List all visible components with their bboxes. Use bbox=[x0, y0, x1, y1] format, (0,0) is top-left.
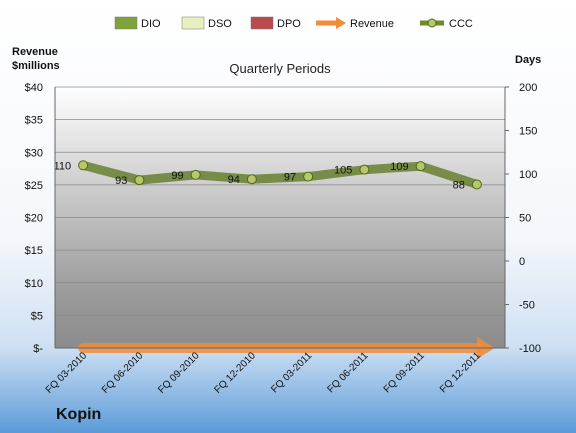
ccc-data-label: 93 bbox=[115, 175, 127, 187]
ccc-point bbox=[78, 160, 89, 171]
ccc-data-label: 105 bbox=[334, 165, 352, 177]
ccc-series: 110 93 99 94 97 105 109 88 bbox=[54, 160, 482, 191]
right-axis-title: Days bbox=[515, 54, 541, 66]
left-tick-label: $35 bbox=[25, 115, 43, 127]
legend-ccc-marker bbox=[427, 18, 437, 28]
right-tick-label: 0 bbox=[519, 256, 525, 268]
ccc-data-label: 99 bbox=[171, 170, 183, 182]
chart-title: Quarterly Periods bbox=[229, 61, 331, 76]
left-axis-title-line2: $millions bbox=[12, 60, 60, 72]
ccc-data-label: 109 bbox=[390, 161, 408, 173]
right-tick-label: 100 bbox=[519, 169, 537, 181]
left-tick-label: $10 bbox=[25, 278, 43, 290]
company-name: Kopin bbox=[56, 406, 101, 423]
legend-item-revenue: Revenue bbox=[316, 17, 394, 30]
ccc-data-label: 94 bbox=[228, 174, 240, 186]
legend-item-dio: DIO bbox=[114, 16, 161, 30]
ccc-point bbox=[134, 175, 145, 186]
legend-label: Revenue bbox=[350, 18, 394, 30]
legend-label: DIO bbox=[141, 18, 161, 30]
ccc-point bbox=[246, 174, 257, 185]
legend-label: CCC bbox=[449, 18, 473, 30]
legend-revenue-arrow bbox=[336, 17, 346, 29]
legend-item-dso: DSO bbox=[181, 16, 232, 30]
left-tick-label: $15 bbox=[25, 245, 43, 257]
legend-item-dpo: DPO bbox=[250, 16, 301, 30]
ccc-data-label: 97 bbox=[284, 172, 296, 184]
left-tick-label: $5 bbox=[31, 310, 43, 322]
left-tick-label: $- bbox=[33, 343, 43, 355]
gridlines bbox=[55, 86, 505, 316]
left-tick-label: $40 bbox=[25, 82, 43, 94]
left-tick-label: $20 bbox=[25, 213, 43, 225]
ccc-data-label: 88 bbox=[453, 179, 465, 191]
legend-label: DPO bbox=[277, 18, 301, 30]
ccc-point bbox=[415, 161, 426, 172]
left-axis-title-line1: Revenue bbox=[12, 46, 58, 58]
right-tick-label: 50 bbox=[519, 213, 531, 225]
left-axis: $- $5 $10 $15 $20 $25 $30 $35 $40 bbox=[25, 82, 56, 355]
legend: DIO DSO DPO Revenue CCC bbox=[114, 16, 473, 30]
ccc-point bbox=[359, 164, 370, 175]
legend-swatch bbox=[250, 16, 274, 30]
right-tick-label: -100 bbox=[519, 343, 541, 355]
ccc-point bbox=[190, 169, 201, 180]
ccc-line bbox=[78, 160, 482, 189]
ccc-point bbox=[303, 171, 314, 182]
right-tick-label: -50 bbox=[519, 300, 535, 312]
legend-swatch bbox=[181, 16, 205, 30]
legend-label: DSO bbox=[208, 18, 232, 30]
legend-item-ccc: CCC bbox=[420, 18, 473, 30]
ccc-point bbox=[471, 179, 482, 190]
left-tick-label: $30 bbox=[25, 147, 43, 159]
right-tick-label: 200 bbox=[519, 82, 537, 94]
left-tick-label: $25 bbox=[25, 180, 43, 192]
legend-swatch bbox=[114, 16, 138, 30]
right-axis: -100 -50 0 50 100 150 200 bbox=[504, 82, 541, 355]
right-tick-label: 150 bbox=[519, 126, 537, 138]
ccc-data-label: 110 bbox=[54, 160, 72, 172]
